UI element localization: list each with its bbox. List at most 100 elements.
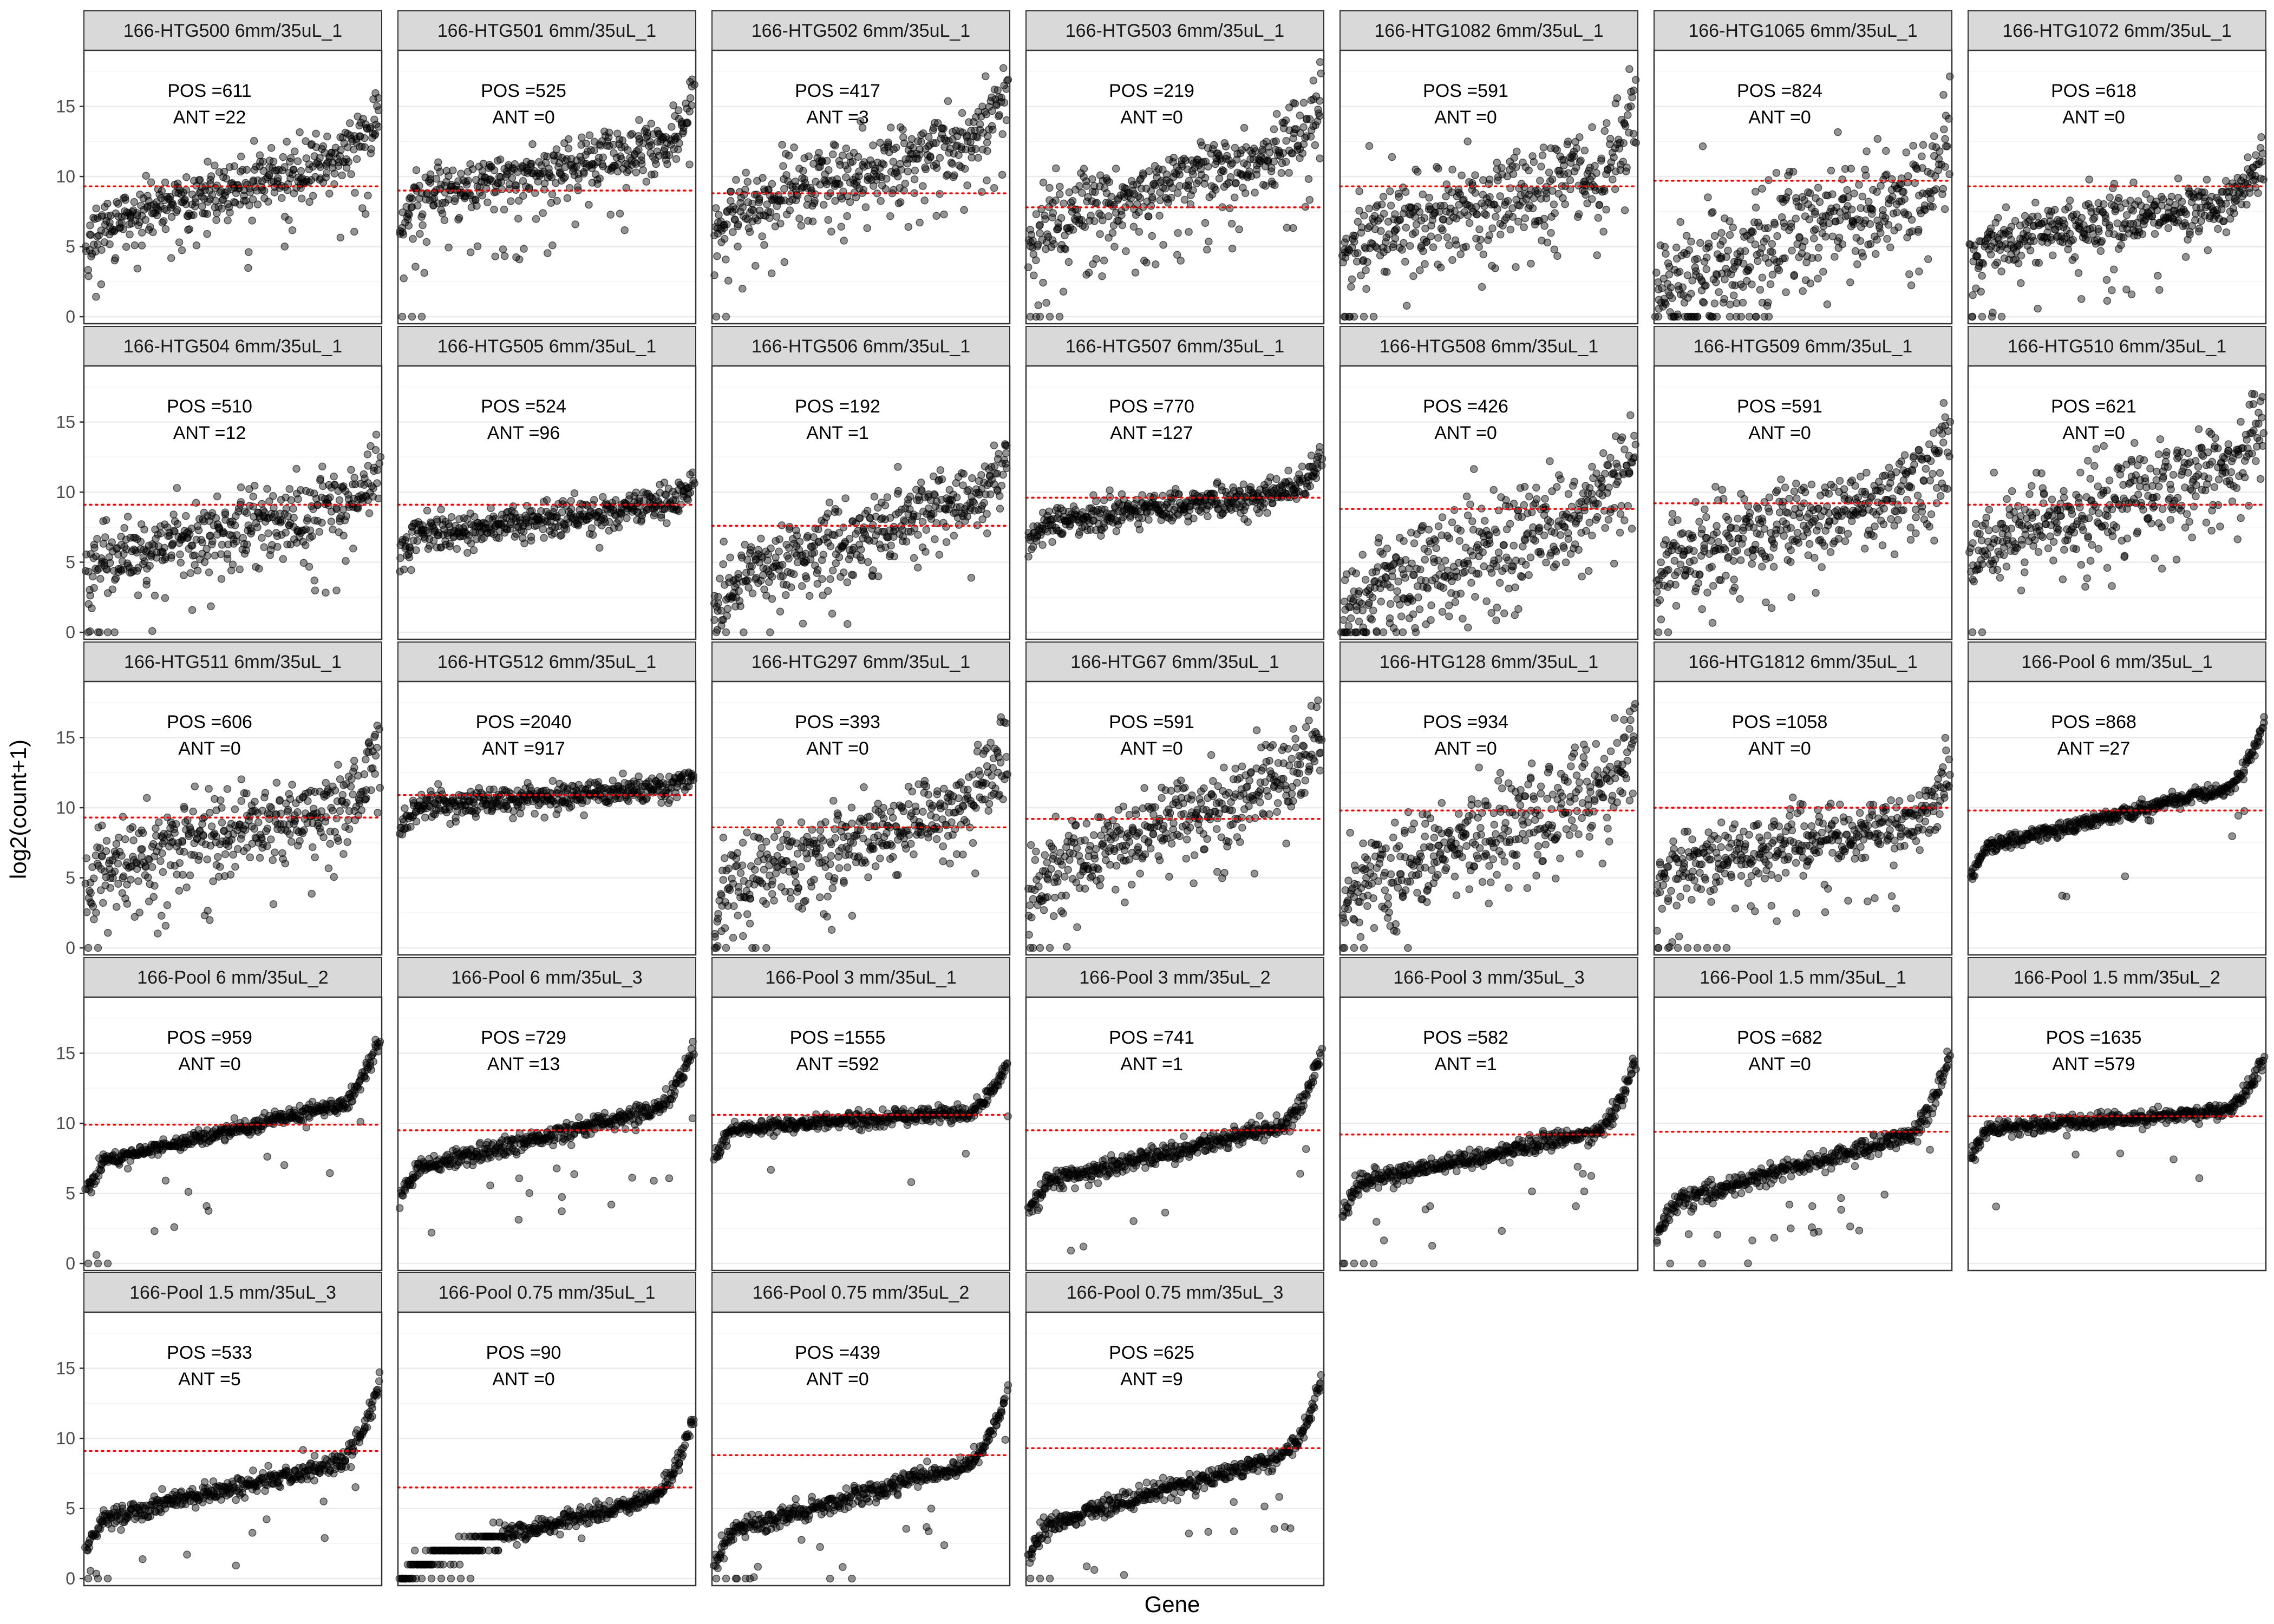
data-point — [825, 167, 832, 174]
data-point — [1285, 467, 1292, 474]
data-point — [1509, 213, 1516, 220]
data-point — [1291, 100, 1298, 107]
data-point — [2102, 215, 2109, 222]
data-point — [1799, 287, 1806, 294]
data-point — [1544, 239, 1551, 246]
data-point — [944, 97, 951, 104]
data-point — [1792, 215, 1799, 222]
data-point — [1435, 234, 1442, 241]
data-point — [135, 592, 142, 599]
data-point — [229, 561, 236, 568]
data-point — [1753, 204, 1760, 211]
data-point — [776, 536, 783, 543]
data-point — [809, 218, 816, 225]
data-point — [224, 555, 231, 562]
data-point — [1170, 154, 1177, 161]
data-point — [270, 158, 277, 165]
data-point — [1859, 253, 1866, 260]
data-point — [2139, 231, 2146, 238]
data-point — [901, 180, 909, 187]
data-point — [962, 165, 969, 172]
data-point — [1242, 189, 1249, 197]
data-point — [960, 206, 968, 213]
data-point — [501, 206, 508, 213]
data-point — [1272, 137, 1279, 145]
data-point — [838, 223, 845, 230]
data-point — [1395, 578, 1402, 585]
data-point — [820, 551, 827, 558]
data-point — [1410, 273, 1417, 280]
facet-panel: 166-HTG508 6mm/35uL_1POS =426ANT =0 — [1338, 326, 1639, 639]
data-point — [1759, 185, 1766, 192]
data-point — [727, 554, 734, 561]
data-point — [520, 245, 527, 252]
data-point — [1561, 201, 1569, 208]
data-point — [893, 144, 900, 151]
data-point — [1707, 313, 1714, 320]
data-point — [1027, 313, 1034, 320]
data-point — [1477, 236, 1484, 243]
data-point — [1527, 260, 1534, 267]
data-point — [1621, 120, 1628, 127]
data-point — [777, 608, 784, 615]
data-point — [742, 186, 749, 193]
data-point — [1834, 129, 1841, 136]
data-point — [984, 139, 991, 146]
data-point — [612, 496, 619, 503]
data-point — [1273, 110, 1280, 117]
data-point — [676, 140, 683, 147]
data-point — [931, 536, 938, 543]
data-point — [790, 571, 798, 578]
data-point — [1479, 284, 1486, 291]
ant-count-label: ANT =22 — [173, 107, 246, 128]
data-point — [715, 593, 722, 600]
data-point — [769, 180, 776, 187]
ant-count-label: ANT =127 — [1110, 423, 1193, 443]
facet-panel: 166-HTG504 6mm/35uL_1POS =510ANT =120510… — [56, 326, 384, 642]
data-point — [1756, 286, 1763, 293]
data-point — [2223, 229, 2230, 236]
data-point — [1089, 176, 1096, 183]
data-point — [539, 526, 546, 533]
data-point — [553, 146, 560, 153]
data-point — [176, 239, 183, 246]
data-point — [565, 145, 572, 152]
data-point — [747, 228, 754, 235]
data-point — [998, 482, 1005, 489]
data-point — [1513, 148, 1520, 155]
pos-count-label: POS =770 — [1109, 396, 1194, 417]
ant-count-label: ANT =3 — [806, 107, 869, 128]
data-point — [1119, 222, 1126, 229]
data-point — [290, 505, 297, 512]
data-point — [336, 497, 343, 504]
data-point — [858, 546, 865, 553]
y-tick-label: 15 — [56, 97, 75, 116]
data-point — [1839, 176, 1846, 183]
data-point — [1906, 271, 1913, 278]
data-point — [1742, 247, 1749, 254]
data-point — [1387, 584, 1394, 591]
data-point — [639, 167, 646, 174]
data-point — [1939, 185, 1946, 192]
data-point — [1497, 231, 1504, 238]
data-point — [1814, 275, 1821, 282]
data-point — [965, 486, 972, 493]
data-point — [1720, 299, 1727, 306]
data-point — [2244, 154, 2251, 161]
data-point — [1711, 300, 1718, 307]
data-point — [1918, 153, 1925, 160]
data-point — [1885, 221, 1892, 228]
data-point — [1065, 259, 1072, 266]
data-point — [803, 575, 810, 582]
data-point — [2214, 225, 2221, 232]
data-point — [1388, 202, 1395, 209]
data-point — [528, 537, 535, 544]
data-point — [858, 557, 865, 564]
data-point — [982, 73, 989, 80]
data-point — [788, 584, 795, 591]
data-point — [720, 538, 727, 545]
data-point — [811, 549, 818, 556]
data-point — [351, 228, 358, 235]
data-point — [281, 243, 288, 250]
data-point — [1387, 600, 1394, 607]
